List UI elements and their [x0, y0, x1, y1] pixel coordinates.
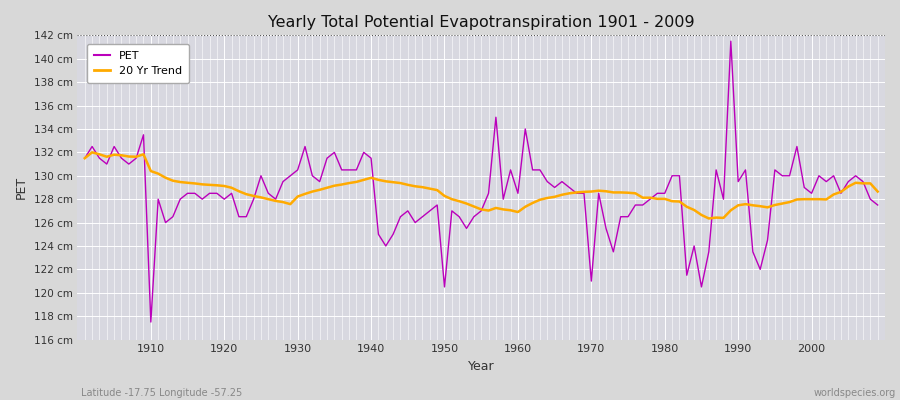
X-axis label: Year: Year	[468, 360, 494, 373]
Text: Latitude -17.75 Longitude -57.25: Latitude -17.75 Longitude -57.25	[81, 388, 242, 398]
Text: worldspecies.org: worldspecies.org	[814, 388, 896, 398]
Title: Yearly Total Potential Evapotranspiration 1901 - 2009: Yearly Total Potential Evapotranspiratio…	[268, 15, 695, 30]
Legend: PET, 20 Yr Trend: PET, 20 Yr Trend	[87, 44, 189, 83]
Y-axis label: PET: PET	[15, 176, 28, 199]
